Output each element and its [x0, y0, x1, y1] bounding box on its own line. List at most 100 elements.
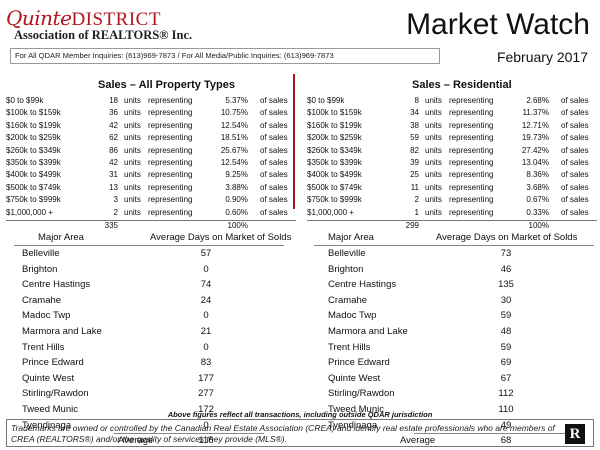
sales-percent: 12.71% — [521, 120, 549, 130]
unit-count: 1 — [414, 207, 419, 217]
sales-percent: 12.54% — [220, 120, 248, 130]
area-name: Brighton — [22, 263, 58, 275]
representing-label: representing — [449, 120, 494, 130]
area-row: Madoc Twp 0 — [14, 308, 284, 324]
unit-count: 36 — [109, 108, 118, 118]
days-on-market: 0 — [203, 419, 209, 431]
area-name: Stirling/Rawdon — [328, 388, 395, 400]
sales-row: $500k to $749k 11 units representing 3.68% of… — [307, 183, 597, 195]
units-label: units — [425, 195, 442, 205]
sales-percent: 10.75% — [220, 108, 248, 118]
days-on-market: 73 — [500, 248, 512, 259]
days-on-market: 277 — [198, 388, 214, 400]
area-name: Cramahe — [328, 294, 368, 306]
sales-percent: 0.90% — [225, 195, 248, 205]
sales-row: $200k to $259k 59 units representing 19.73% o… — [307, 133, 597, 145]
sales-all-table: $0 to $99k 18 units representing 5.37% of sal… — [6, 96, 296, 232]
days-on-market: 24 — [200, 294, 212, 306]
units-label: units — [425, 108, 442, 118]
header-divider — [314, 245, 594, 246]
days-on-market: 74 — [200, 279, 212, 291]
representing-label: representing — [148, 120, 193, 130]
sales-row: $400k to $499k 31 units representing 9.25% of… — [6, 170, 296, 182]
of-sales-label: of sales — [561, 120, 589, 130]
area-row: Quinte West 67 — [314, 371, 594, 387]
area-row: Madoc Twp 59 — [314, 308, 594, 324]
units-label: units — [124, 157, 141, 167]
price-range: $160k to $199k — [6, 120, 61, 130]
days-on-market: 112 — [498, 388, 514, 400]
area-row: Trent Hills 59 — [314, 340, 594, 356]
sales-row: $1,000,000 + 1 units representing 0.33% of sa… — [307, 208, 597, 220]
sales-percent: 27.42% — [521, 145, 549, 155]
totals-divider — [6, 219, 296, 221]
price-range: $200k to $259k — [307, 133, 362, 143]
unit-count: 62 — [109, 133, 118, 143]
representing-label: representing — [449, 207, 494, 217]
units-label: units — [425, 133, 442, 143]
price-range: $1,000,000 + — [6, 207, 53, 217]
sales-percent: 19.73% — [521, 133, 549, 143]
price-range: $200k to $259k — [6, 133, 61, 143]
of-sales-label: of sales — [260, 145, 288, 155]
sales-row: $260k to $349k 86 units representing 25.67% o… — [6, 146, 296, 158]
area-row: Marmora and Lake 21 — [14, 324, 284, 340]
area-name: Belleville — [22, 248, 60, 259]
area-name: Prince Edward — [328, 357, 390, 369]
column-header-days: Average Days on Market of Solds — [436, 232, 578, 243]
sales-row: $260k to $349k 82 units representing 27.42% o… — [307, 146, 597, 158]
logo-association-text: Association of REALTORS® Inc. — [14, 28, 193, 42]
of-sales-label: of sales — [260, 195, 288, 205]
representing-label: representing — [449, 145, 494, 155]
price-range: $1,000,000 + — [307, 207, 354, 217]
representing-label: representing — [449, 108, 494, 118]
unit-count: 38 — [410, 120, 419, 130]
area-name: Belleville — [328, 248, 366, 259]
unit-count: 8 — [414, 96, 419, 105]
logo-district-text: DISTRICT — [71, 9, 161, 30]
price-range: $160k to $199k — [307, 120, 362, 130]
jurisdiction-note: Above figures reflect all transactions, … — [167, 410, 433, 419]
unit-count: 25 — [410, 170, 419, 180]
units-label: units — [425, 170, 442, 180]
area-row: Trent Hills 0 — [14, 340, 284, 356]
days-on-market: 59 — [500, 341, 512, 353]
unit-count: 13 — [109, 182, 118, 192]
sales-residential-title: Sales – Residential — [412, 79, 512, 91]
unit-count: 3 — [113, 195, 118, 205]
days-on-market: 49 — [500, 419, 512, 431]
sales-row: $100k to $159k 34 units representing 11.37% o… — [307, 108, 597, 120]
units-label: units — [425, 145, 442, 155]
average-label: Average — [400, 435, 436, 447]
logo-script-text: Quinte — [6, 6, 72, 30]
area-name: Centre Hastings — [328, 279, 397, 291]
section-divider — [293, 74, 295, 209]
days-on-market: 57 — [200, 248, 212, 259]
area-row: Tweed Munic 110 — [314, 402, 594, 418]
representing-label: representing — [148, 195, 193, 205]
price-range: $0 to $99k — [307, 96, 345, 105]
sales-row: $1,000,000 + 2 units representing 0.60% of sa… — [6, 208, 296, 220]
representing-label: representing — [449, 96, 494, 105]
sales-row: $0 to $99k 8 units representing 2.68% of sale… — [307, 96, 597, 108]
representing-label: representing — [449, 133, 494, 143]
unit-count: 31 — [109, 170, 118, 180]
sales-percent: 13.04% — [521, 157, 549, 167]
representing-label: representing — [148, 96, 193, 105]
of-sales-label: of sales — [561, 195, 589, 205]
price-range: $0 to $99k — [6, 96, 44, 105]
days-on-market: 59 — [500, 310, 512, 322]
column-header-days: Average Days on Market of Solds — [150, 232, 292, 243]
of-sales-label: of sales — [561, 182, 589, 192]
area-name: Trent Hills — [328, 341, 371, 353]
area-name: Trent Hills — [22, 341, 65, 353]
sales-row: $160k to $199k 42 units representing 12.54% o… — [6, 121, 296, 133]
area-name: Madoc Twp — [328, 310, 377, 322]
unit-count: 11 — [410, 182, 419, 192]
of-sales-label: of sales — [561, 108, 589, 118]
of-sales-label: of sales — [561, 170, 589, 180]
area-row: Belleville 57 — [14, 246, 284, 262]
area-row: Tweed Munic 172 — [14, 402, 284, 418]
header-divider — [14, 245, 284, 246]
of-sales-label: of sales — [561, 96, 589, 105]
